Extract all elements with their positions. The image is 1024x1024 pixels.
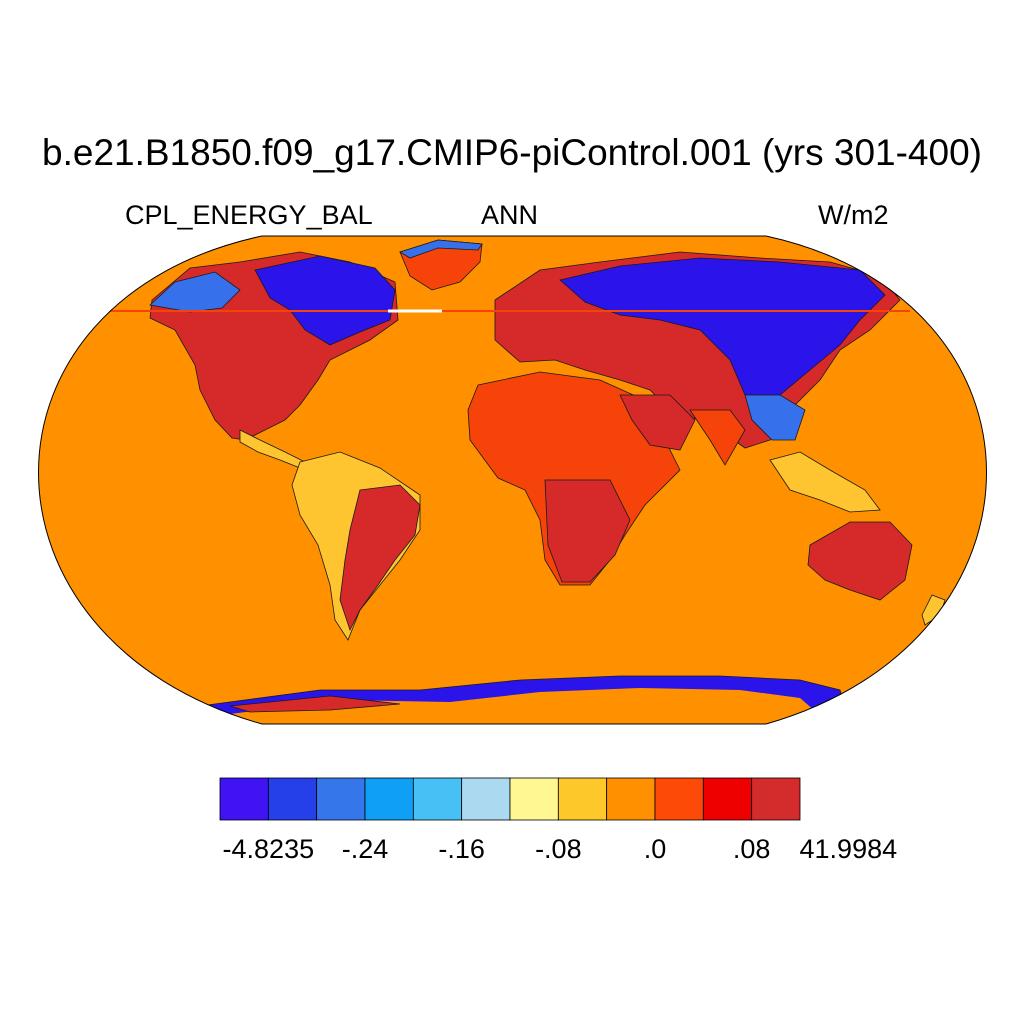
antarctica-red-band	[229, 695, 401, 713]
southern-africa-hot-region	[544, 479, 631, 583]
colorbar-swatch	[606, 777, 656, 821]
plot-title: b.e21.B1850.f09_g17.CMIP6-piControl.001 …	[42, 132, 982, 173]
colorbar-label: .08	[733, 834, 771, 864]
units-label: W/m2	[818, 200, 889, 230]
colorbar-swatch	[509, 777, 559, 821]
colorbar-label: -4.8235	[223, 834, 315, 864]
greenland-cold-rim	[399, 239, 483, 259]
colorbar-label: 41.9984	[800, 834, 898, 864]
maritime-continent	[769, 451, 881, 513]
variable-name: CPL_ENERGY_BAL	[125, 200, 373, 230]
map-border	[38, 235, 987, 725]
colorbar-swatch	[751, 777, 801, 821]
antarctica-interior	[210, 688, 830, 724]
colorbar-swatch	[654, 777, 704, 821]
siberia-cold-region	[559, 257, 886, 396]
colorbar-swatch	[364, 777, 414, 821]
colorbar-label: .0	[644, 834, 667, 864]
colorbar-swatch	[267, 777, 318, 821]
colorbar-swatch	[316, 777, 366, 821]
colorbar-label: -.08	[535, 834, 582, 864]
colorbar-label: -.16	[438, 834, 485, 864]
canada-cold-region	[254, 255, 396, 346]
colorbar-swatch	[557, 777, 608, 821]
colorbar-swatch	[702, 777, 753, 821]
colorbar-swatch	[412, 777, 463, 821]
colorbar-swatch	[461, 777, 511, 821]
arabia-landmass	[619, 394, 696, 451]
india-landmass	[689, 409, 746, 466]
australia-landmass	[807, 521, 913, 601]
colorbar-label: -.24	[342, 834, 389, 864]
colorbar-swatch	[219, 777, 269, 821]
season-label: ANN	[481, 200, 539, 230]
china-cool-region	[744, 394, 806, 441]
south-america-hot-region	[339, 484, 421, 632]
